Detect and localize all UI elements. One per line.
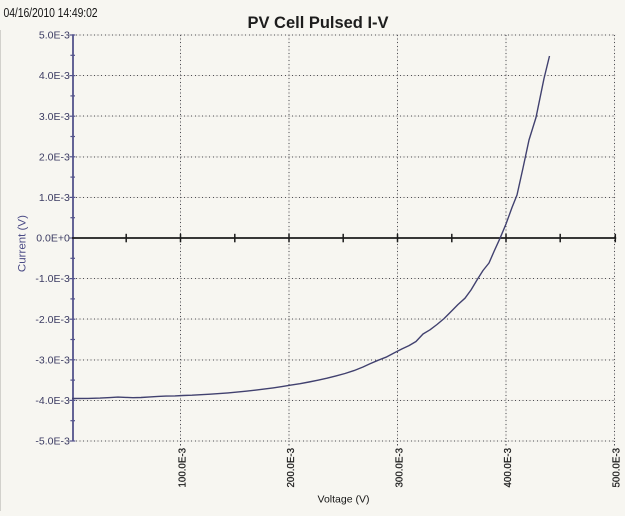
svg-text:-4.0E-3: -4.0E-3 bbox=[35, 395, 70, 407]
svg-text:04/16/2010 14:49:02: 04/16/2010 14:49:02 bbox=[4, 5, 98, 21]
svg-text:Current (V): Current (V) bbox=[17, 215, 29, 272]
svg-text:200.0E-3: 200.0E-3 bbox=[286, 448, 297, 488]
svg-text:2.0E-3: 2.0E-3 bbox=[39, 151, 70, 163]
svg-text:-3.0E-3: -3.0E-3 bbox=[35, 354, 70, 366]
svg-text:5.0E-3: 5.0E-3 bbox=[39, 30, 70, 42]
svg-text:300.0E-3: 300.0E-3 bbox=[395, 448, 406, 488]
svg-text:3.0E-3: 3.0E-3 bbox=[39, 111, 70, 123]
svg-text:4.0E-3: 4.0E-3 bbox=[39, 70, 70, 82]
svg-text:PV Cell Pulsed I-V: PV Cell Pulsed I-V bbox=[248, 13, 390, 32]
svg-text:-5.0E-3: -5.0E-3 bbox=[35, 436, 70, 448]
svg-text:0.0E+0: 0.0E+0 bbox=[36, 233, 70, 245]
svg-text:100.0E-3: 100.0E-3 bbox=[178, 448, 189, 488]
svg-text:-1.0E-3: -1.0E-3 bbox=[35, 273, 70, 285]
svg-text:Voltage (V): Voltage (V) bbox=[318, 493, 370, 505]
svg-text:400.0E-3: 400.0E-3 bbox=[503, 448, 514, 488]
svg-text:-2.0E-3: -2.0E-3 bbox=[35, 314, 70, 326]
svg-text:500.0E-3: 500.0E-3 bbox=[612, 448, 623, 488]
svg-text:1.0E-3: 1.0E-3 bbox=[39, 192, 70, 204]
